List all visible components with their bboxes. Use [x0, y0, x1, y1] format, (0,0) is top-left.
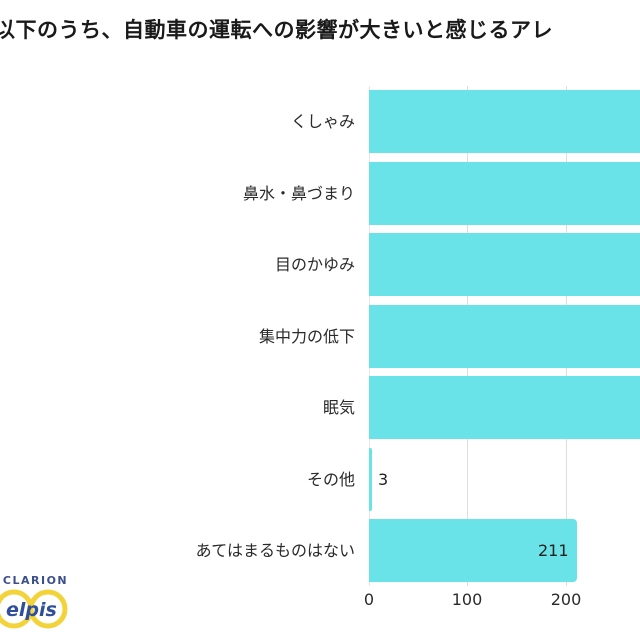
- x-tick-label: 0: [363, 590, 375, 609]
- x-tick-label: 100: [451, 590, 483, 609]
- category-label: くしゃみ: [290, 112, 355, 131]
- logo-top-text: I CLARION: [0, 574, 69, 587]
- chart-title: 以下のうち、自動車の運転への影響が大きいと感じるアレ: [0, 18, 553, 42]
- category-label: 鼻水・鼻づまり: [242, 184, 355, 203]
- value-label: 211: [538, 541, 569, 560]
- brand-logo: I CLARION elpis: [0, 574, 92, 634]
- category-label: 眠気: [322, 398, 355, 417]
- category-label: あてはまるものはない: [195, 541, 355, 560]
- category-label: 目のかゆみ: [274, 255, 355, 274]
- category-label: その他: [306, 470, 355, 489]
- bar-sneezing: [369, 90, 640, 153]
- bar-poor-concentration: [369, 305, 640, 368]
- value-label: 3: [378, 470, 389, 489]
- bar-drowsiness: [369, 376, 640, 439]
- bar-runny-nose: [369, 162, 640, 225]
- category-label: 集中力の低下: [258, 327, 355, 346]
- x-tick-label: 200: [550, 590, 582, 609]
- bar-other: [369, 448, 372, 511]
- bar-none-apply: [369, 519, 577, 582]
- logo-rings-icon: elpis: [0, 589, 68, 629]
- bar-itchy-eyes: [369, 233, 640, 296]
- logo-brand-text: elpis: [6, 599, 57, 621]
